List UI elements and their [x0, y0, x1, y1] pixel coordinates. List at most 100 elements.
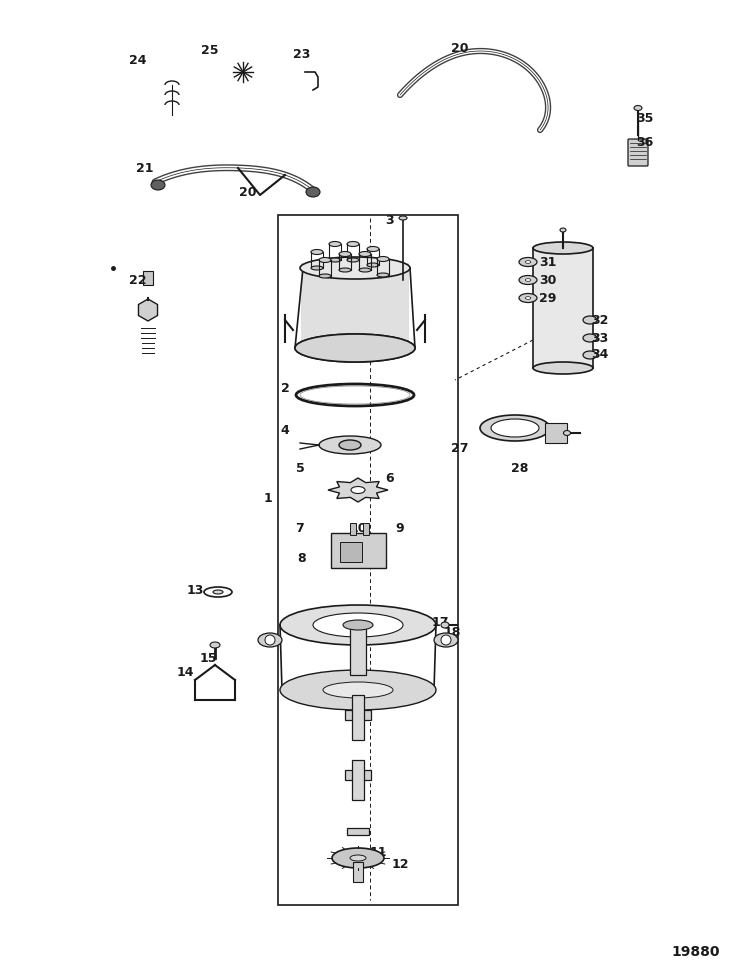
Ellipse shape: [359, 268, 371, 272]
Ellipse shape: [339, 252, 351, 257]
Ellipse shape: [377, 257, 389, 261]
Text: 28: 28: [512, 462, 529, 474]
Ellipse shape: [329, 258, 341, 262]
Ellipse shape: [319, 274, 331, 278]
Ellipse shape: [311, 250, 323, 255]
Ellipse shape: [329, 241, 341, 247]
Text: 34: 34: [591, 348, 609, 361]
Text: 13: 13: [186, 584, 204, 596]
Ellipse shape: [519, 276, 537, 285]
Text: 10: 10: [350, 522, 367, 534]
Text: 29: 29: [539, 291, 556, 305]
Ellipse shape: [319, 257, 331, 262]
Ellipse shape: [210, 642, 220, 648]
Bar: [340, 542, 362, 562]
Text: 2: 2: [280, 381, 290, 395]
Text: 21: 21: [136, 162, 154, 174]
Text: 20: 20: [239, 187, 256, 199]
Text: 24: 24: [129, 53, 147, 67]
Ellipse shape: [258, 633, 282, 647]
Text: 25: 25: [201, 44, 219, 56]
Ellipse shape: [347, 258, 359, 262]
Bar: [363, 523, 369, 535]
FancyBboxPatch shape: [628, 139, 648, 166]
Text: 18: 18: [443, 625, 460, 639]
Text: 11: 11: [369, 845, 387, 859]
Ellipse shape: [525, 260, 531, 263]
Ellipse shape: [332, 848, 384, 868]
Text: 6: 6: [386, 471, 394, 485]
Text: 3: 3: [386, 214, 394, 227]
Text: 12: 12: [392, 859, 409, 871]
Ellipse shape: [213, 590, 223, 594]
FancyBboxPatch shape: [301, 263, 409, 343]
Text: 1: 1: [264, 492, 272, 504]
Ellipse shape: [399, 216, 407, 220]
Text: 9: 9: [396, 522, 404, 534]
Ellipse shape: [634, 106, 642, 110]
Text: 7: 7: [296, 522, 304, 534]
Ellipse shape: [519, 293, 537, 302]
Bar: [331, 532, 386, 567]
Ellipse shape: [533, 242, 593, 254]
Bar: [353, 862, 363, 882]
Ellipse shape: [343, 620, 373, 630]
Text: 20: 20: [452, 42, 469, 54]
Ellipse shape: [339, 440, 361, 450]
Ellipse shape: [323, 682, 393, 698]
Ellipse shape: [441, 622, 449, 628]
Bar: [347, 828, 369, 835]
Ellipse shape: [350, 855, 366, 861]
Ellipse shape: [359, 252, 371, 257]
Ellipse shape: [351, 487, 365, 494]
Ellipse shape: [306, 187, 320, 197]
Bar: [352, 695, 364, 740]
Ellipse shape: [319, 436, 381, 454]
Text: 22: 22: [129, 274, 147, 287]
Text: 30: 30: [539, 274, 556, 287]
Ellipse shape: [311, 266, 323, 270]
Bar: [345, 710, 371, 720]
Text: 14: 14: [176, 666, 194, 679]
Bar: [345, 770, 371, 780]
Ellipse shape: [583, 316, 597, 324]
Bar: [350, 523, 356, 535]
Ellipse shape: [560, 228, 566, 232]
Circle shape: [441, 635, 451, 645]
Polygon shape: [328, 478, 388, 502]
Ellipse shape: [280, 605, 436, 645]
Text: 31: 31: [539, 256, 556, 268]
Bar: [278, 215, 458, 905]
Ellipse shape: [583, 334, 597, 342]
Ellipse shape: [367, 247, 379, 252]
Circle shape: [265, 635, 275, 645]
Ellipse shape: [434, 633, 458, 647]
Polygon shape: [139, 299, 158, 321]
Ellipse shape: [339, 268, 351, 272]
Text: 15: 15: [200, 651, 217, 664]
Text: 8: 8: [298, 552, 306, 564]
Ellipse shape: [295, 334, 415, 362]
Ellipse shape: [347, 241, 359, 247]
Ellipse shape: [480, 415, 550, 441]
Ellipse shape: [377, 273, 389, 277]
Text: 36: 36: [636, 136, 653, 148]
Ellipse shape: [313, 613, 403, 637]
Bar: [545, 423, 567, 443]
Text: 19880: 19880: [671, 945, 720, 959]
Ellipse shape: [519, 257, 537, 266]
Bar: [352, 760, 364, 800]
Ellipse shape: [491, 419, 539, 437]
Text: 27: 27: [452, 441, 469, 455]
Bar: [533, 248, 593, 368]
Ellipse shape: [295, 334, 415, 362]
Bar: [143, 271, 153, 285]
Text: 23: 23: [293, 48, 310, 62]
Text: 17: 17: [431, 616, 448, 628]
Text: 4: 4: [280, 424, 290, 437]
Bar: [350, 625, 366, 675]
Text: 33: 33: [591, 331, 609, 345]
Text: 5: 5: [296, 462, 304, 474]
Ellipse shape: [151, 180, 165, 190]
Ellipse shape: [533, 362, 593, 374]
